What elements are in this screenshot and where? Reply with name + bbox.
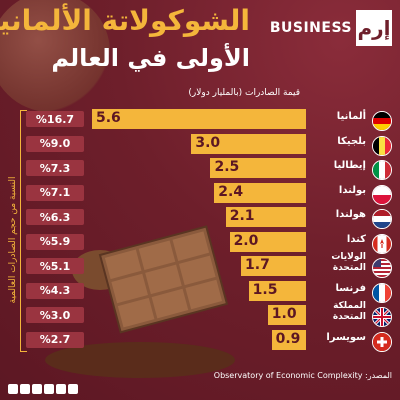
country-label: بلجيكا bbox=[306, 136, 366, 147]
bar-value-label: 1.5 bbox=[252, 281, 278, 298]
chart-row: %4.3 1.5 فرنسا bbox=[0, 280, 400, 303]
bar-value-label: 1.7 bbox=[245, 257, 270, 273]
chocolate-illustration bbox=[45, 225, 235, 378]
social-icons bbox=[8, 384, 78, 394]
chart-row: %5.1 1.7 الولايات المتحدة bbox=[0, 252, 400, 278]
bar-value-label: 2.4 bbox=[218, 183, 244, 200]
bar: 0.9 bbox=[271, 329, 306, 350]
country-label-line: كندا bbox=[346, 233, 366, 245]
title-line-2: الأولى في العالم bbox=[51, 44, 250, 72]
chart-row: %7.1 2.4 بولندا bbox=[0, 182, 400, 205]
netherlands-flag bbox=[372, 209, 392, 229]
share-label: %7.3 bbox=[26, 160, 84, 176]
country-label: سويسرا bbox=[306, 332, 366, 343]
bar-value-label: 2.5 bbox=[214, 159, 240, 175]
chart-row: %3.0 1.0 المملكة المتحدة bbox=[0, 301, 400, 327]
youtube-icon[interactable] bbox=[44, 384, 54, 394]
country-label-line: المتحدة bbox=[332, 312, 366, 322]
share-label: %4.3 bbox=[26, 282, 84, 299]
chart-row: %2.7 0.9 سويسرا bbox=[0, 329, 400, 352]
brand-text: BUSINESS bbox=[269, 20, 352, 36]
country-label-line: إيطاليا bbox=[333, 160, 366, 171]
title-line-1: الشوكولاتة الألمانية bbox=[0, 4, 250, 37]
chart-row: %5.9 2.0 كندا bbox=[0, 231, 400, 254]
country-label-line: الولايات bbox=[331, 252, 366, 262]
country-label-line: فرنسا bbox=[335, 282, 366, 294]
bar: 2.4 bbox=[214, 182, 306, 203]
share-label: %5.1 bbox=[26, 258, 84, 274]
facebook-icon[interactable] bbox=[8, 384, 18, 394]
share-label: %2.7 bbox=[26, 331, 84, 348]
usa-flag bbox=[372, 258, 392, 278]
bar: 5.6 bbox=[92, 109, 306, 129]
country-label: إيطاليا bbox=[306, 160, 366, 171]
share-label: %7.1 bbox=[26, 184, 84, 201]
bar: 1.7 bbox=[241, 256, 306, 276]
bar-value-label: 5.6 bbox=[96, 110, 121, 126]
tiktok-icon[interactable] bbox=[56, 384, 66, 394]
brand: BUSINESS إرم bbox=[270, 10, 392, 46]
chart-subtitle: قيمة الصادرات (بالمليار دولار) bbox=[188, 88, 300, 98]
share-label: %3.0 bbox=[26, 307, 84, 323]
bar: 1.5 bbox=[248, 280, 306, 301]
italy-flag bbox=[372, 160, 392, 180]
country-label: الولايات المتحدة bbox=[306, 252, 366, 274]
instagram-icon[interactable] bbox=[32, 384, 42, 394]
chart-row: %7.3 2.5 إيطاليا bbox=[0, 157, 400, 180]
bar: 2.0 bbox=[229, 231, 306, 252]
country-label: هولندا bbox=[306, 209, 366, 220]
bar-value-label: 2.1 bbox=[229, 208, 255, 224]
share-label: %6.3 bbox=[26, 209, 84, 225]
chocolate-decoration bbox=[0, 0, 110, 112]
bar: 2.5 bbox=[210, 158, 306, 178]
canada-flag bbox=[372, 233, 392, 254]
france-flag bbox=[372, 282, 392, 303]
share-label: %5.9 bbox=[26, 233, 84, 250]
bar: 3.0 bbox=[191, 133, 306, 154]
country-label: ألمانيا bbox=[306, 111, 366, 122]
share-label: %9.0 bbox=[26, 135, 84, 152]
bar-value-label: 3.0 bbox=[195, 134, 221, 151]
brand-logo: إرم bbox=[356, 10, 392, 46]
share-bracket bbox=[20, 110, 27, 352]
chart-row: %9.0 3.0 بلجيكا bbox=[0, 133, 400, 156]
source-note: المصدر: Observatory of Economic Complexi… bbox=[213, 371, 392, 380]
country-label: المملكة المتحدة bbox=[306, 301, 366, 323]
country-label-line: بلجيكا bbox=[337, 135, 366, 147]
country-label-line: المتحدة bbox=[332, 263, 366, 273]
x-icon[interactable] bbox=[20, 384, 30, 394]
country-label-line: سويسرا bbox=[326, 331, 366, 343]
country-label: فرنسا bbox=[306, 283, 366, 294]
country-label: كندا bbox=[306, 234, 366, 245]
country-label-line: بولندا bbox=[338, 184, 366, 196]
telegram-icon[interactable] bbox=[68, 384, 78, 394]
bar-value-label: 0.9 bbox=[275, 330, 301, 347]
bar-value-label: 2.0 bbox=[233, 232, 259, 249]
share-label: %16.7 bbox=[26, 111, 84, 127]
chart-row: %16.7 5.6 ألمانيا bbox=[0, 108, 400, 131]
uk-flag bbox=[372, 307, 392, 327]
country-label: بولندا bbox=[306, 185, 366, 196]
germany-flag bbox=[372, 111, 392, 131]
bar: 1.0 bbox=[267, 305, 306, 325]
country-label-line: المملكة bbox=[333, 301, 366, 311]
bar: 2.1 bbox=[225, 207, 306, 227]
bar-value-label: 1.0 bbox=[271, 306, 297, 322]
country-label-line: ألمانيا bbox=[336, 111, 366, 122]
country-label-line: هولندا bbox=[335, 209, 366, 220]
switzerland-flag bbox=[372, 331, 392, 352]
belgium-flag bbox=[372, 135, 392, 156]
chart-row: %6.3 2.1 هولندا bbox=[0, 206, 400, 229]
poland-flag bbox=[372, 184, 392, 205]
